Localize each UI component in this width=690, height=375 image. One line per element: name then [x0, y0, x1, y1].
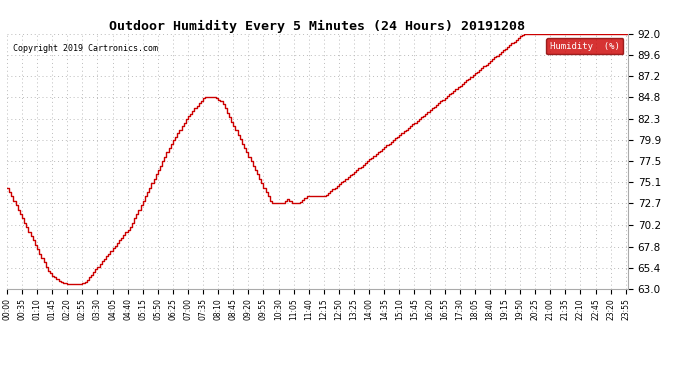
Title: Outdoor Humidity Every 5 Minutes (24 Hours) 20191208: Outdoor Humidity Every 5 Minutes (24 Hou…	[110, 20, 525, 33]
Text: Copyright 2019 Cartronics.com: Copyright 2019 Cartronics.com	[13, 44, 158, 53]
Legend: Humidity  (%): Humidity (%)	[546, 38, 623, 54]
